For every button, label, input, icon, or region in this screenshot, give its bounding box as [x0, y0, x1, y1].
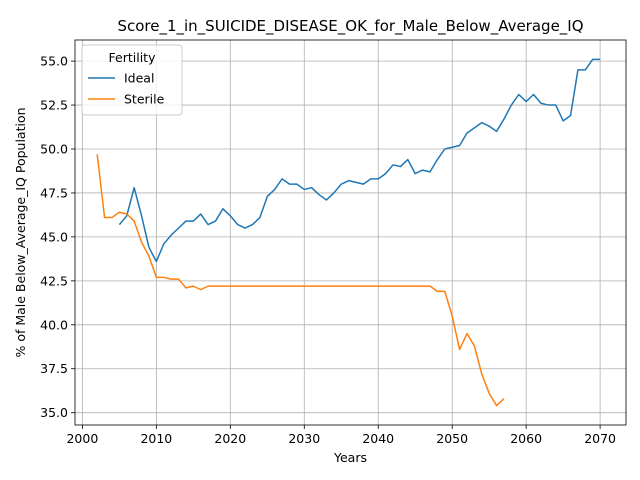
y-axis-ticks: 35.0 37.5 40.0 42.5 45.0 47.5 50.0 52.5 55.0	[40, 54, 75, 420]
y-tick-label: 45.0	[40, 229, 68, 244]
grid	[75, 40, 626, 425]
series-line-sterile	[96, 154, 505, 407]
x-tick-label: 2000	[66, 431, 98, 446]
x-tick-label: 2020	[214, 431, 246, 446]
legend-label-sterile: Sterile	[124, 92, 165, 107]
y-tick-label: 37.5	[40, 361, 68, 376]
legend-box	[81, 44, 183, 116]
y-tick-label: 55.0	[40, 54, 68, 69]
legend-title: Fertility	[109, 50, 157, 65]
legend: Fertility Ideal Sterile	[81, 44, 183, 116]
x-tick-label: 2030	[288, 431, 320, 446]
x-tick-label: 2050	[436, 431, 468, 446]
y-tick-label: 40.0	[40, 317, 68, 332]
y-tick-label: 42.5	[40, 273, 68, 288]
x-axis-ticks: 2000 2010 2020 2030 2040 2050 2060 2070	[66, 425, 616, 446]
y-axis-label: % of Male Below_Average_IQ Population	[13, 107, 28, 357]
x-axis-label: Years	[333, 450, 367, 465]
x-tick-label: 2010	[140, 431, 172, 446]
y-tick-label: 50.0	[40, 141, 68, 156]
plot-frame	[74, 39, 627, 426]
x-tick-label: 2040	[362, 431, 394, 446]
legend-items: Ideal Sterile	[88, 71, 165, 107]
x-tick-label: 2070	[584, 431, 616, 446]
chart-title: Score_1_in_SUICIDE_DISEASE_OK_for_Male_B…	[117, 17, 583, 36]
y-tick-label: 52.5	[40, 98, 68, 113]
y-tick-label: 47.5	[40, 185, 68, 200]
x-tick-label: 2060	[510, 431, 542, 446]
y-tick-label: 35.0	[40, 405, 68, 420]
series-lines	[96, 58, 601, 407]
legend-label-ideal: Ideal	[124, 71, 154, 86]
series-line-ideal	[118, 58, 601, 263]
